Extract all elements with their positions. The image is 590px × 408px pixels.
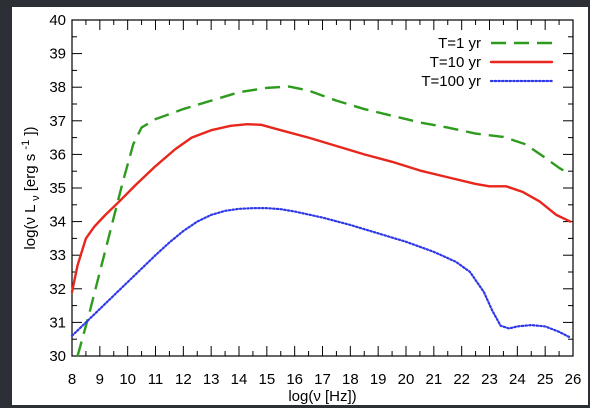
x-tick-label: 22 — [453, 371, 470, 388]
x-tick-label: 24 — [509, 371, 526, 388]
x-tick-label: 8 — [68, 371, 76, 388]
x-tick-label: 19 — [370, 371, 387, 388]
legend-label-2: T=10 yr — [430, 54, 481, 71]
x-tick-label: 11 — [148, 371, 164, 388]
y-axis-title-superscript: -1 — [20, 140, 32, 150]
x-tick-label: 14 — [231, 371, 248, 388]
legend: T=1 yr T=10 yr T=100 yr — [421, 35, 554, 90]
x-tick-label: 13 — [203, 371, 220, 388]
plot-frame — [71, 19, 574, 357]
x-tick-label: 25 — [537, 371, 554, 388]
y-axis-title-prefix: log(ν L — [22, 205, 39, 250]
legend-label-1: T=1 yr — [438, 35, 481, 52]
x-tick-label: 18 — [342, 371, 359, 388]
series-line-3 — [70, 207, 572, 339]
y-axis-title-subscript: ν — [30, 195, 42, 201]
y-tick-label: 33 — [49, 247, 66, 264]
y-tick-label: 38 — [49, 79, 66, 96]
x-tick-label: 10 — [119, 371, 136, 388]
y-tick-label: 40 — [49, 12, 66, 29]
series-line-1 — [76, 85, 571, 357]
x-tick-label: 26 — [565, 371, 582, 388]
y-axis-title-suffix: ]) — [22, 126, 39, 135]
y-tick-label: 31 — [49, 314, 66, 331]
series-layer — [70, 85, 572, 357]
x-tick-label: 16 — [286, 371, 303, 388]
y-tick-label: 37 — [49, 113, 66, 130]
y-tick-label: 36 — [49, 146, 66, 163]
x-tick-label: 21 — [425, 371, 442, 388]
legend-label-3: T=100 yr — [421, 73, 481, 90]
series-line-2 — [70, 122, 572, 294]
y-tick-label: 39 — [49, 46, 66, 63]
x-tick-label: 9 — [96, 371, 104, 388]
x-tick-label: 23 — [481, 371, 498, 388]
x-tick-label: 15 — [258, 371, 275, 388]
y-axis-title-middle: [erg s — [22, 154, 39, 192]
axes-layer — [71, 19, 574, 357]
y-tick-label: 34 — [49, 214, 66, 231]
y-tick-label: 35 — [49, 180, 66, 197]
chart-panel — [12, 7, 588, 405]
y-axis-title: log(ν L ν [erg s -1 ]) — [16, 126, 43, 249]
x-tick-label: 20 — [398, 371, 415, 388]
y-tick-label: 30 — [49, 348, 66, 365]
x-tick-label: 12 — [175, 371, 192, 388]
x-tick-label: 17 — [314, 371, 331, 388]
y-tick-label: 32 — [49, 281, 66, 298]
ticks-layer: 8 9 10 11 12 13 14 15 16 17 18 19 20 21 22 23 24 25 26 30 31… — [49, 12, 581, 388]
x-axis-title: log(ν [Hz]) — [288, 388, 356, 405]
